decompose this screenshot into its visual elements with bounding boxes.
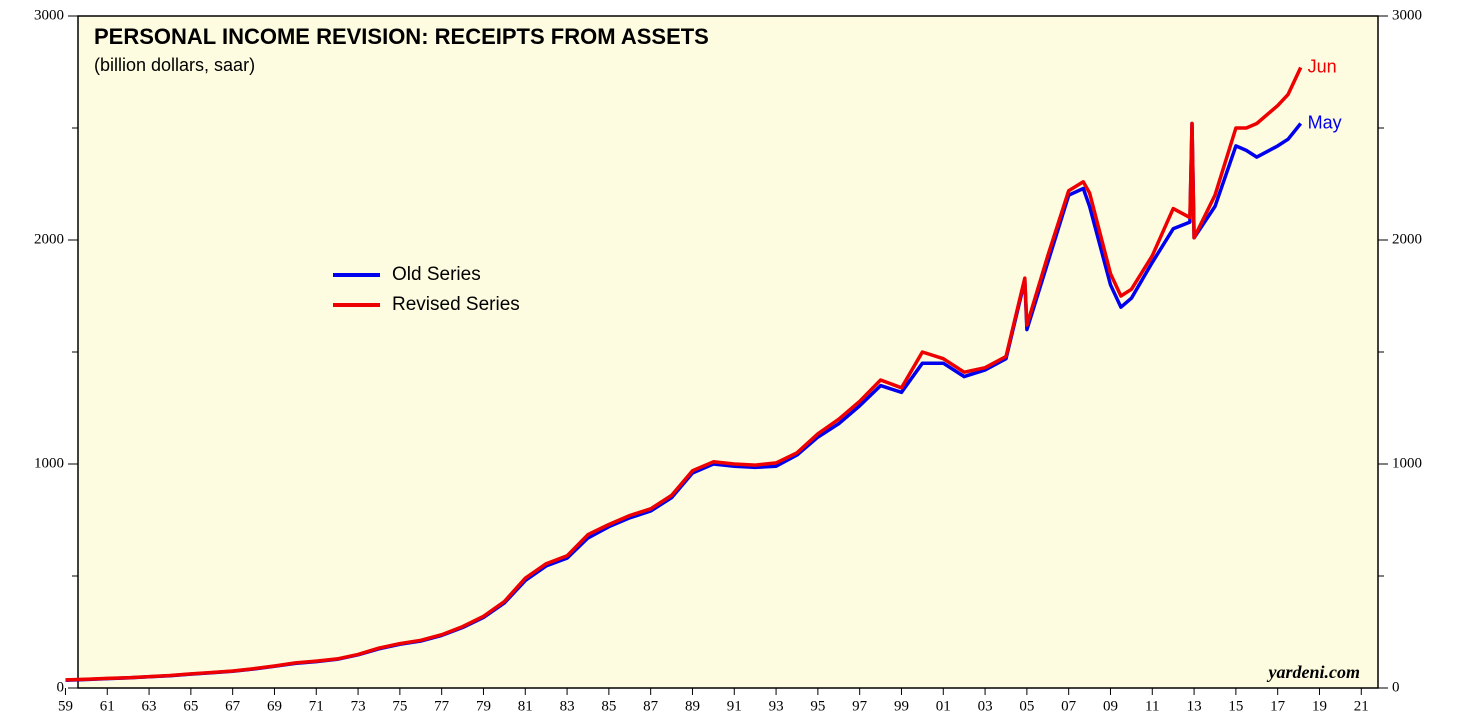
x-tick-label: 95 — [810, 698, 825, 714]
x-tick-label: 71 — [309, 698, 324, 714]
plot-area — [77, 15, 1379, 689]
legend-label: Revised Series — [392, 294, 520, 315]
source: yardeni.com — [1267, 662, 1361, 682]
x-tick-label: 03 — [978, 698, 993, 714]
x-tick-label: 65 — [183, 698, 198, 714]
x-tick-label: 79 — [476, 698, 491, 714]
x-tick-label: 99 — [894, 698, 909, 714]
x-tick-label: 15 — [1228, 698, 1243, 714]
y-tick-label: 3000 — [34, 7, 64, 23]
x-tick-label: 01 — [936, 698, 951, 714]
x-tick-label: 09 — [1103, 698, 1118, 714]
y2-tick-label: 3000 — [1392, 7, 1422, 23]
chart-title: PERSONAL INCOME REVISION: RECEIPTS FROM … — [94, 24, 709, 49]
x-tick-label: 13 — [1187, 698, 1202, 714]
x-tick-label: 17 — [1270, 698, 1286, 714]
line-series — [65, 66, 1303, 682]
x-tick-label: 73 — [351, 698, 366, 714]
legend-label: Old Series — [392, 264, 481, 285]
x-tick-label: 89 — [685, 698, 700, 714]
y2-tick-label: 0 — [1392, 679, 1400, 695]
y2-tick-label: 1000 — [1392, 455, 1422, 471]
x-tick-label: 19 — [1312, 698, 1327, 714]
chart-subtitle: (billion dollars, saar) — [94, 55, 255, 75]
x-tick-label: 07 — [1061, 698, 1077, 714]
x-tick-label: 97 — [852, 698, 868, 714]
x-tick-label: 75 — [392, 698, 407, 714]
x-tick-label: 83 — [560, 698, 575, 714]
x-tick-label: 69 — [267, 698, 282, 714]
y-tick-label: 1000 — [34, 455, 64, 471]
x-tick-label: 93 — [769, 698, 784, 714]
y2-tick-label: 2000 — [1392, 231, 1422, 247]
y-tick-label: 2000 — [34, 231, 64, 247]
x-tick-label: 77 — [434, 698, 450, 714]
x-tick-label: 21 — [1354, 698, 1369, 714]
x-tick-label: 87 — [643, 698, 659, 714]
x-tick-label: 81 — [518, 698, 533, 714]
x-tick-label: 59 — [58, 698, 73, 714]
y-tick-label: 0 — [57, 679, 65, 695]
x-tick-label: 11 — [1145, 698, 1159, 714]
x-tick-label: 63 — [142, 698, 157, 714]
x-tick-label: 05 — [1019, 698, 1034, 714]
x-tick-label: 85 — [601, 698, 616, 714]
end-label: May — [1308, 112, 1342, 132]
end-label: Jun — [1308, 56, 1337, 76]
x-tick-label: 67 — [225, 698, 241, 714]
x-tick-label: 91 — [727, 698, 742, 714]
x-tick-label: 61 — [100, 698, 115, 714]
